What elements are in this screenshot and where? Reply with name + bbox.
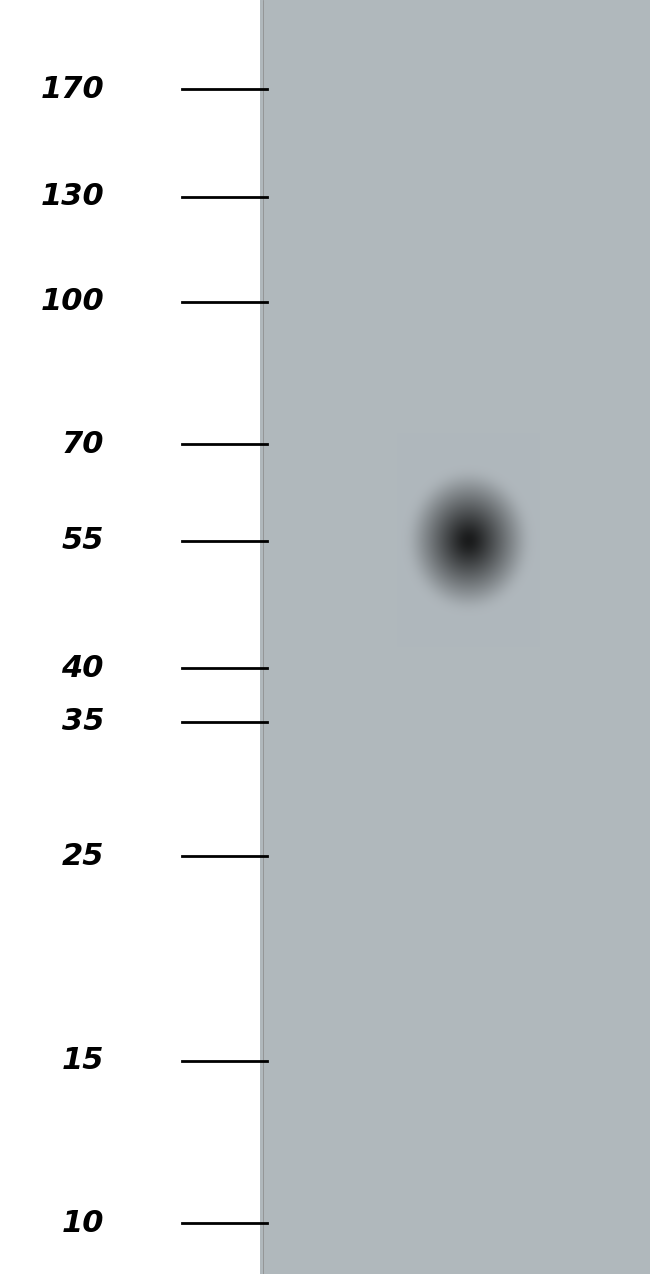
Text: 55: 55 [62, 526, 104, 555]
Bar [0, 0, 273, 1274]
Text: 100: 100 [40, 287, 104, 316]
Bar [260, 0, 650, 1274]
Text: 40: 40 [62, 654, 104, 683]
Text: 10: 10 [62, 1209, 104, 1237]
Text: 70: 70 [62, 429, 104, 459]
Text: 35: 35 [62, 707, 104, 736]
Text: 130: 130 [40, 182, 104, 211]
Text: 15: 15 [62, 1046, 104, 1075]
Text: 25: 25 [62, 842, 104, 871]
Text: 170: 170 [40, 75, 104, 103]
